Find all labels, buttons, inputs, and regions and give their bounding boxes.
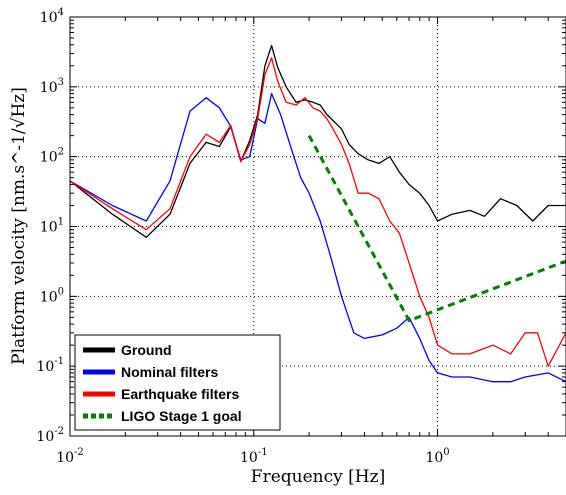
x-tick-label: 10-1: [240, 447, 268, 466]
y-tick-label: 103: [40, 77, 64, 96]
ticks: [69, 16, 566, 437]
y-tick-label: 102: [40, 147, 64, 166]
x-axis-label: Frequency [Hz]: [251, 467, 385, 487]
tick-labels: 10-2 10-1 100 10-2 10-1 100 101 102 103 104: [36, 7, 449, 466]
series-group: [69, 44, 566, 383]
y-tick-label: 100: [40, 286, 64, 305]
legend: Ground Nominal filters Earthquake filters L…: [74, 334, 281, 431]
x-tick-label: 10-2: [56, 447, 84, 466]
series-line-earthquake-filters: [69, 57, 566, 367]
y-tick-label: 104: [40, 7, 64, 26]
series-line-ligo-stage-1-goal: [307, 134, 566, 323]
series-line-ground: [69, 44, 566, 238]
y-axis-label: Platform velocity [nm.s^-1/√Hz]: [9, 87, 29, 365]
legend-label: Nominal filters: [121, 364, 218, 380]
series-line-nominal-filters: [69, 92, 566, 383]
y-tick-label: 10-1: [36, 356, 64, 375]
legend-label: Earthquake filters: [121, 386, 239, 402]
legend-label: LIGO Stage 1 goal: [121, 408, 242, 424]
x-tick-label: 100: [425, 447, 449, 466]
y-tick-label: 101: [40, 217, 64, 236]
grid: [69, 17, 566, 436]
legend-label: Ground: [121, 342, 172, 358]
y-tick-label: 10-2: [36, 426, 64, 445]
